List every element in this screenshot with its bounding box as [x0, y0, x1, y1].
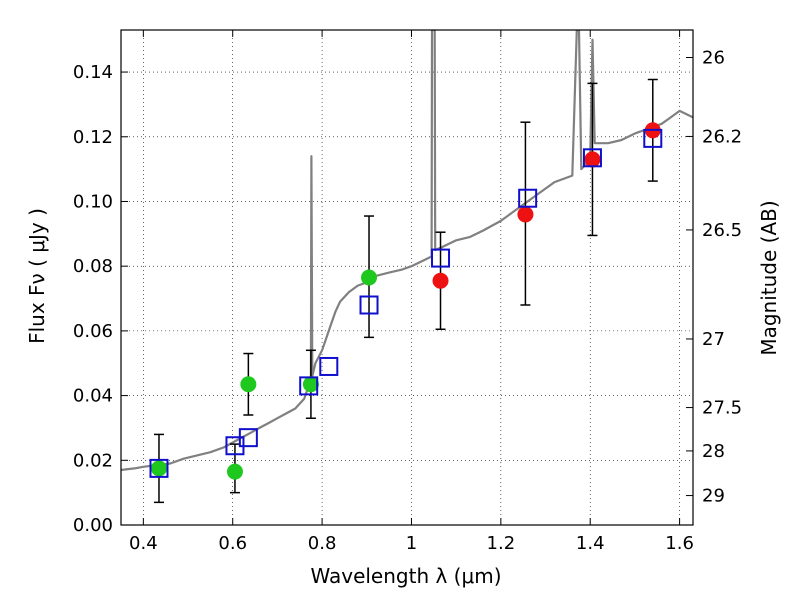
y-tick-label: 0.06	[73, 321, 113, 342]
y-tick-label: 0.00	[73, 515, 113, 536]
y-tick-label: 0.08	[73, 256, 113, 277]
model-box-marker	[299, 376, 319, 396]
x-tick-label: 0.8	[308, 533, 337, 554]
y-tick-label: 0.02	[73, 450, 113, 471]
red-data-point	[517, 206, 534, 223]
x-tick-label: 1.4	[576, 533, 605, 554]
green-data-point	[361, 269, 378, 286]
markers-group	[149, 122, 663, 480]
green-data-point	[226, 463, 243, 480]
x-tick-label: 1.6	[665, 533, 694, 554]
green-data-point	[302, 376, 319, 393]
plot-frame	[120, 29, 694, 526]
model-box-marker	[319, 356, 339, 376]
y-axis-label: Flux Fν ( μJy )	[25, 208, 49, 344]
green-data-point	[150, 460, 167, 477]
right-tick-label: 26.2	[702, 126, 742, 147]
grid	[121, 30, 693, 526]
y-tick-label: 0.14	[73, 62, 113, 83]
right-tick-label: 26	[702, 48, 725, 69]
model-box-marker	[149, 458, 169, 478]
model-box-marker	[518, 188, 538, 208]
right-tick-label: 29	[702, 486, 725, 507]
x-tick-label: 1	[406, 533, 417, 554]
model-box-marker	[643, 128, 663, 148]
ticks-group: 0.4 0.6 0.8 1 1.2 1.4 1.6 0.00 0.02 0.04 0.06 0.08 0…	[73, 30, 742, 554]
right-tick-label: 28	[702, 441, 725, 462]
model-spectrum-group	[121, 30, 693, 472]
model-box-marker	[582, 148, 602, 168]
y-tick-label: 0.04	[73, 386, 113, 407]
green-data-point	[240, 376, 257, 393]
x-tick-label: 0.4	[129, 533, 158, 554]
model-box-marker	[359, 295, 379, 315]
red-data-point	[584, 151, 601, 168]
model-box-marker	[238, 428, 258, 448]
right-tick-label: 26.5	[702, 220, 742, 241]
right-tick-label: 27	[702, 329, 725, 350]
model-spectrum-line	[121, 30, 693, 472]
x-tick-label: 0.6	[218, 533, 247, 554]
red-data-point	[432, 272, 449, 289]
right-axis-label: Magnitude (AB)	[757, 200, 781, 355]
x-tick-label: 1.2	[487, 533, 516, 554]
errorbars-group	[153, 78, 658, 504]
right-tick-label: 27.5	[702, 398, 742, 419]
y-tick-label: 0.10	[73, 191, 113, 212]
x-axis-label: Wavelength λ (μm)	[310, 564, 501, 588]
model-box-marker	[431, 248, 451, 268]
y-tick-label: 0.12	[73, 127, 113, 148]
